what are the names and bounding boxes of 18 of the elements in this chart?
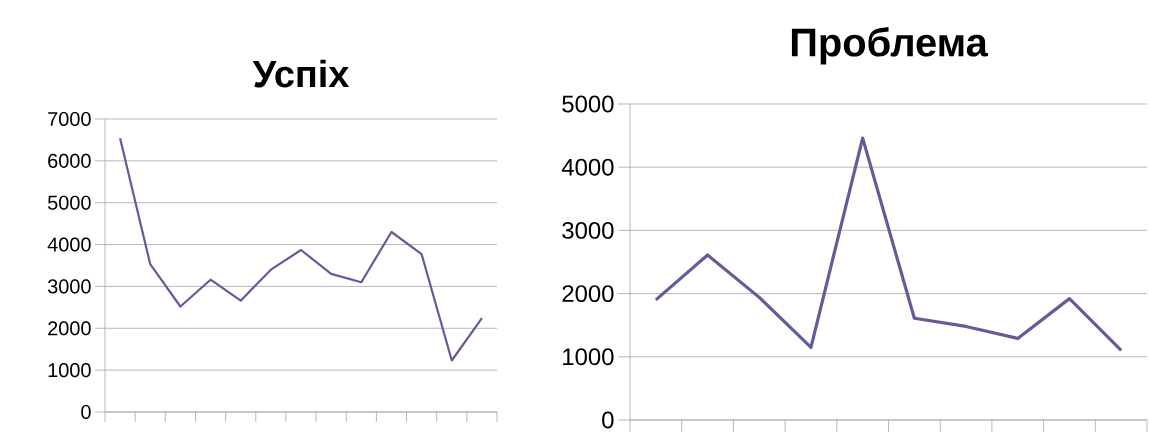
line-series: [654, 136, 1123, 353]
y-tick-label: 1000: [563, 348, 614, 366]
y-tick-label: 4000: [561, 158, 614, 176]
y-tick-label: 0: [81, 404, 91, 420]
line-series: [118, 137, 484, 362]
chart-title: Успіх: [252, 59, 350, 88]
y-tick-label: 5000: [47, 195, 91, 210]
y-tick-label: 6000: [48, 153, 91, 168]
y-tick-label: 1000: [48, 363, 91, 378]
y-tick-label: 2000: [562, 285, 614, 303]
y-tick-label: 4000: [47, 237, 91, 252]
y-tick-label: 3000: [562, 221, 614, 239]
chart-title: Проблема: [791, 27, 989, 65]
y-tick-label: 0: [602, 411, 614, 429]
y-tick-label: 2000: [48, 321, 91, 336]
y-tick-label: 3000: [47, 279, 91, 294]
y-tick-label: 7000: [48, 111, 91, 127]
y-tick-label: 5000: [562, 95, 614, 113]
